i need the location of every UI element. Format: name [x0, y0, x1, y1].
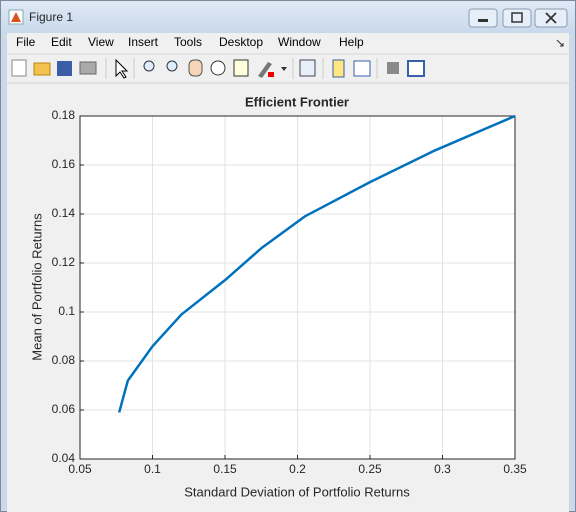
y-tick-label: 0.16: [52, 157, 76, 171]
axes-box: [79, 115, 516, 460]
y-tick-label: 0.1: [58, 304, 75, 318]
dock-arrow[interactable]: [556, 39, 564, 47]
save-icon[interactable]: [57, 61, 72, 76]
y-tick-label: 0.12: [52, 255, 76, 269]
x-tick-label: 0.15: [213, 462, 237, 476]
window-title: Figure 1: [29, 10, 73, 24]
x-tick-label: 0.25: [358, 462, 382, 476]
data-line: [117, 114, 516, 413]
x-tick-label: 0.3: [434, 462, 451, 476]
print-icon[interactable]: [79, 61, 97, 75]
x-tick-label: 0.05: [68, 462, 92, 476]
maximize-button[interactable]: [502, 8, 532, 28]
y-tick-label: 0.06: [52, 402, 76, 416]
pointer-icon[interactable]: [115, 58, 129, 79]
close-glyph: [545, 12, 557, 24]
x-tick-label: 0.2: [289, 462, 306, 476]
link-icon[interactable]: [299, 59, 316, 77]
menu-item[interactable]: File: [16, 35, 36, 49]
menu-item[interactable]: Insert: [128, 35, 159, 49]
brush-color: [268, 72, 274, 77]
datacursor-icon[interactable]: [233, 59, 249, 77]
brush-icon[interactable]: [258, 62, 272, 78]
menu-item[interactable]: Window: [278, 35, 321, 49]
hide-tools-icon[interactable]: [387, 62, 399, 74]
y-tick-label: 0.08: [52, 353, 76, 367]
y-tick-label: 0.18: [52, 108, 76, 122]
y-tick-label: 0.14: [52, 206, 76, 220]
zoom-in-icon[interactable]: [143, 60, 155, 72]
y-tick-label: 0.04: [52, 451, 76, 465]
menu-bar: File Edit View Insert Tools Desktop Window Help: [16, 35, 364, 49]
menu-item[interactable]: View: [88, 35, 114, 49]
x-axis-label: Standard Deviation of Portfolio Returns: [184, 484, 410, 499]
menu-item[interactable]: Desktop: [219, 35, 263, 49]
new-icon[interactable]: [11, 59, 27, 77]
rotate-icon[interactable]: [210, 60, 226, 76]
brush-dropdown[interactable]: [281, 67, 287, 71]
chart-title: Efficient Frontier: [245, 94, 349, 109]
open-icon[interactable]: [33, 62, 51, 76]
zoom-out-icon[interactable]: [166, 60, 178, 72]
show-tools-icon[interactable]: [407, 60, 425, 77]
plot: 0.05 0.1 0.15 0.2 0.25 0.3 0.35 0.04 0.06 0.08 0.1…: [52, 108, 527, 476]
x-tick-label: 0.1: [144, 462, 161, 476]
legend-icon[interactable]: [353, 60, 371, 77]
colorbar-icon[interactable]: [332, 59, 345, 78]
minimize-button[interactable]: [468, 8, 498, 28]
toolbar: [11, 58, 425, 79]
menu-item[interactable]: Edit: [51, 35, 72, 49]
minimize-glyph: [478, 19, 488, 22]
menu-item[interactable]: Tools: [174, 35, 202, 49]
menu-item[interactable]: Help: [339, 35, 364, 49]
y-axis-label: Mean of Portfolio Returns: [29, 213, 44, 361]
x-tick-label: 0.35: [503, 462, 527, 476]
app-icon-glyph: [11, 12, 21, 22]
pan-icon[interactable]: [188, 59, 203, 77]
maximize-glyph: [511, 12, 523, 23]
